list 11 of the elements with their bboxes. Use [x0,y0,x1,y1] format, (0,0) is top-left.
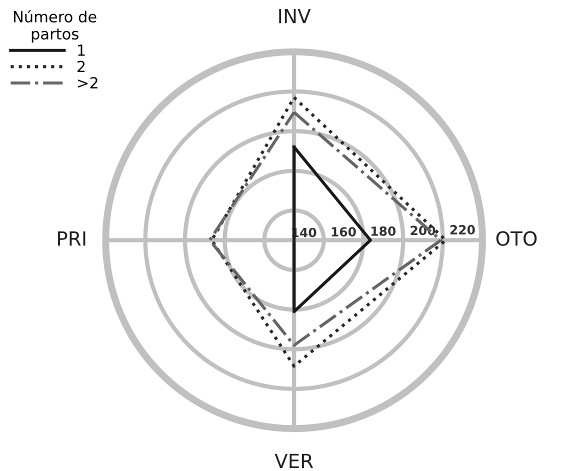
spoke-label: PRI [58,231,86,246]
spoke-label: INV [279,8,311,24]
legend-label: 2 [78,60,85,72]
y-tick-label: 180 [371,226,396,236]
spoke-label: VER [274,454,314,468]
y-tick-label: 160 [332,227,356,237]
legend-label: >2 [78,77,98,88]
y-tick-label: 220 [450,225,475,234]
legend-label: 1 [78,44,85,56]
legend-title: Número de partos [14,10,96,43]
spoke-label: OTO [496,231,537,246]
